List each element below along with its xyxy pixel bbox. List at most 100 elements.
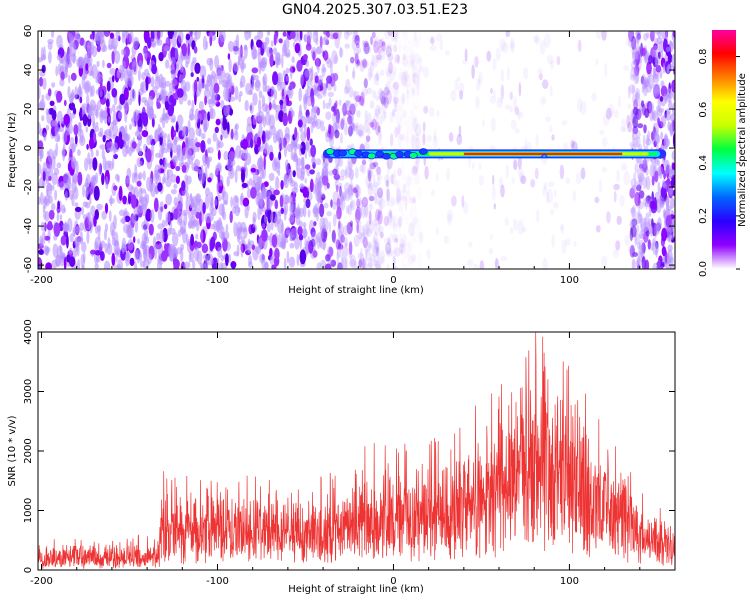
spectrogram-y-axis-label: Frequency (Hz) (7, 112, 18, 188)
spectrogram-cell (155, 232, 161, 241)
spectrogram-cell (393, 265, 398, 269)
spectrogram-cell (181, 43, 187, 57)
signal-peak (463, 152, 623, 156)
spectrogram-cell (170, 117, 176, 123)
spectrogram-cell (73, 124, 79, 136)
spectrogram-cell (464, 48, 468, 62)
spectrogram-cell (213, 220, 218, 231)
spectrogram-cell (69, 233, 74, 243)
spectrogram-cell (185, 81, 191, 92)
spectrogram-cell (291, 56, 295, 63)
spectrogram-cell (104, 223, 109, 232)
spectrogram-cell (577, 39, 582, 53)
spectrogram-cell (223, 104, 230, 117)
spectrogram-cell (326, 75, 333, 84)
spectrogram-cell (332, 72, 337, 83)
spectrogram-cell (412, 254, 417, 263)
spectrogram-cell (249, 102, 254, 114)
spectrogram-cell (396, 54, 400, 65)
spectrogram-cell (324, 162, 329, 174)
spectrogram-cell (656, 259, 661, 268)
spectrogram-cell (102, 134, 106, 143)
spectrogram-cell (321, 227, 328, 243)
spectrogram-cell (347, 204, 353, 216)
spectrogram-cell (103, 31, 110, 37)
spectrogram-cell (176, 145, 181, 155)
spectrogram-cell (310, 121, 314, 134)
spectrogram-cell (51, 109, 57, 121)
spectrogram-cell (394, 126, 398, 139)
spectrogram-cell (56, 90, 63, 103)
spectrogram-cell (170, 188, 177, 195)
spectrogram-cell (352, 31, 358, 39)
spectrogram-cell (284, 133, 291, 140)
spectrogram-cell (349, 168, 354, 181)
spectrogram-cell (422, 132, 426, 146)
spectrogram-cell (305, 43, 312, 51)
spectrogram-cell (64, 60, 69, 70)
spectrogram-cell (352, 90, 357, 101)
spectrogram-cell (655, 221, 659, 236)
spectrogram-cell (121, 216, 126, 225)
spectrogram-cell (649, 163, 656, 178)
spectrogram-cell (435, 173, 439, 183)
spectrogram-cell (661, 31, 668, 40)
spectrogram-cell (109, 160, 113, 171)
spectrogram-cell (51, 203, 56, 212)
spectrogram-cell (561, 120, 568, 126)
spectrogram-cell (628, 83, 636, 94)
spectrogram-cell (448, 132, 454, 142)
spectrogram-cell (131, 213, 137, 224)
spectrogram-cell (216, 137, 219, 151)
spectrogram-cell (222, 114, 226, 123)
spectrogram-cell (635, 41, 640, 56)
spectrogram-cell (631, 258, 636, 269)
spectrogram-cell (412, 54, 419, 66)
spectrogram-cell (383, 96, 389, 109)
spectrogram-cell (372, 236, 377, 244)
spectrogram-cell (194, 193, 202, 204)
spectrogram-cell (402, 53, 407, 61)
spectrogram-cell (357, 205, 360, 213)
spectrogram-cell (476, 78, 481, 84)
spectrogram-cell (495, 47, 501, 61)
spectrogram-cell (41, 64, 46, 74)
spectrogram-cell (342, 192, 346, 202)
spectrogram-cell (56, 180, 60, 188)
spectrogram-cell (96, 224, 102, 232)
spectrogram-cell (355, 34, 360, 41)
spectrogram-cell (648, 224, 654, 234)
spectrogram-cell (392, 82, 396, 89)
spectrogram-cell (313, 183, 316, 195)
spectrogram-cell (322, 160, 328, 169)
spectrogram-cell (668, 233, 674, 241)
spectrogram-cell (654, 170, 659, 183)
spectrogram-cell (94, 125, 100, 133)
spectrogram-cell (341, 256, 347, 269)
spectrogram-cell (376, 57, 382, 63)
spectrogram-cell (354, 35, 360, 46)
spectrogram-cell (290, 197, 294, 212)
spectrogram-cell (341, 254, 344, 269)
spectrogram-cell (646, 76, 651, 85)
spectrogram-cell (125, 177, 130, 184)
spectrogram-cell (518, 82, 522, 97)
spectrogram-cell (121, 31, 128, 38)
spectrogram-cell (99, 89, 103, 98)
spectrogram-cell (322, 50, 325, 58)
spectrogram-cell (400, 244, 404, 254)
spectrogram-cell (200, 140, 206, 153)
spectrogram-cell (647, 239, 651, 250)
spectrogram-cell (74, 86, 78, 101)
spectrogram-cell (302, 186, 308, 198)
spectrogram-cell (641, 85, 645, 94)
spectrogram-cell (232, 40, 239, 56)
spectrogram-cell (641, 256, 646, 269)
spectrogram-cell (419, 231, 424, 244)
spectrogram-cell (289, 64, 293, 80)
spectrogram-cell (510, 38, 515, 54)
spectrogram-cell (296, 167, 303, 179)
spectrogram-cell (105, 176, 109, 190)
spectrogram-cell (394, 233, 398, 242)
colorbar-ticks: 0.00.20.40.60.8 (698, 49, 740, 277)
